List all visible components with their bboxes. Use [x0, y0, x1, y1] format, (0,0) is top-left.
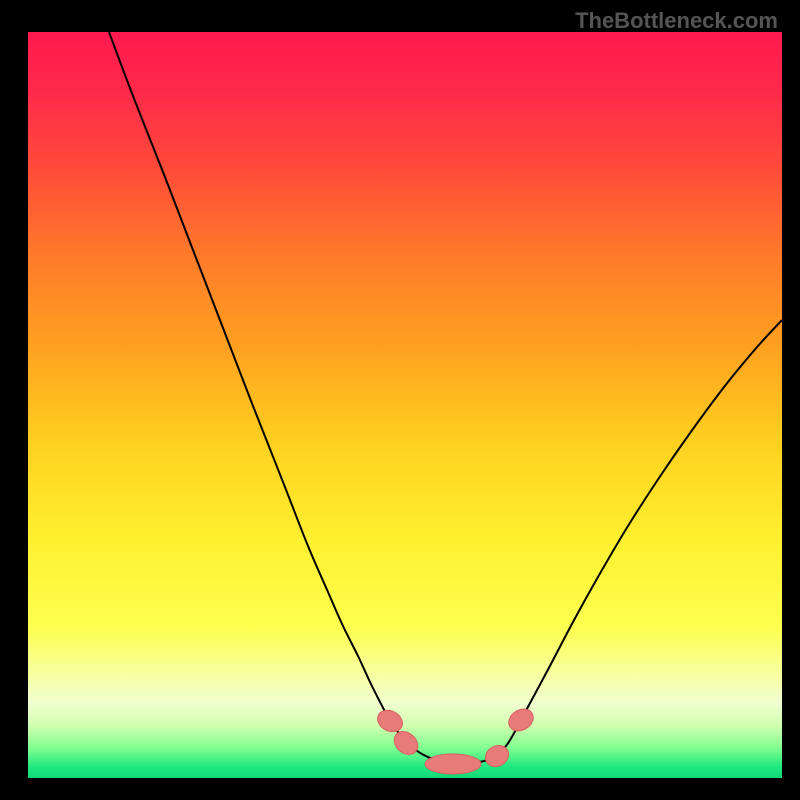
watermark-text: TheBottleneck.com: [575, 8, 778, 34]
bottleneck-chart: [0, 0, 800, 800]
highlight-marker: [425, 754, 481, 774]
plot-background: [28, 32, 782, 778]
